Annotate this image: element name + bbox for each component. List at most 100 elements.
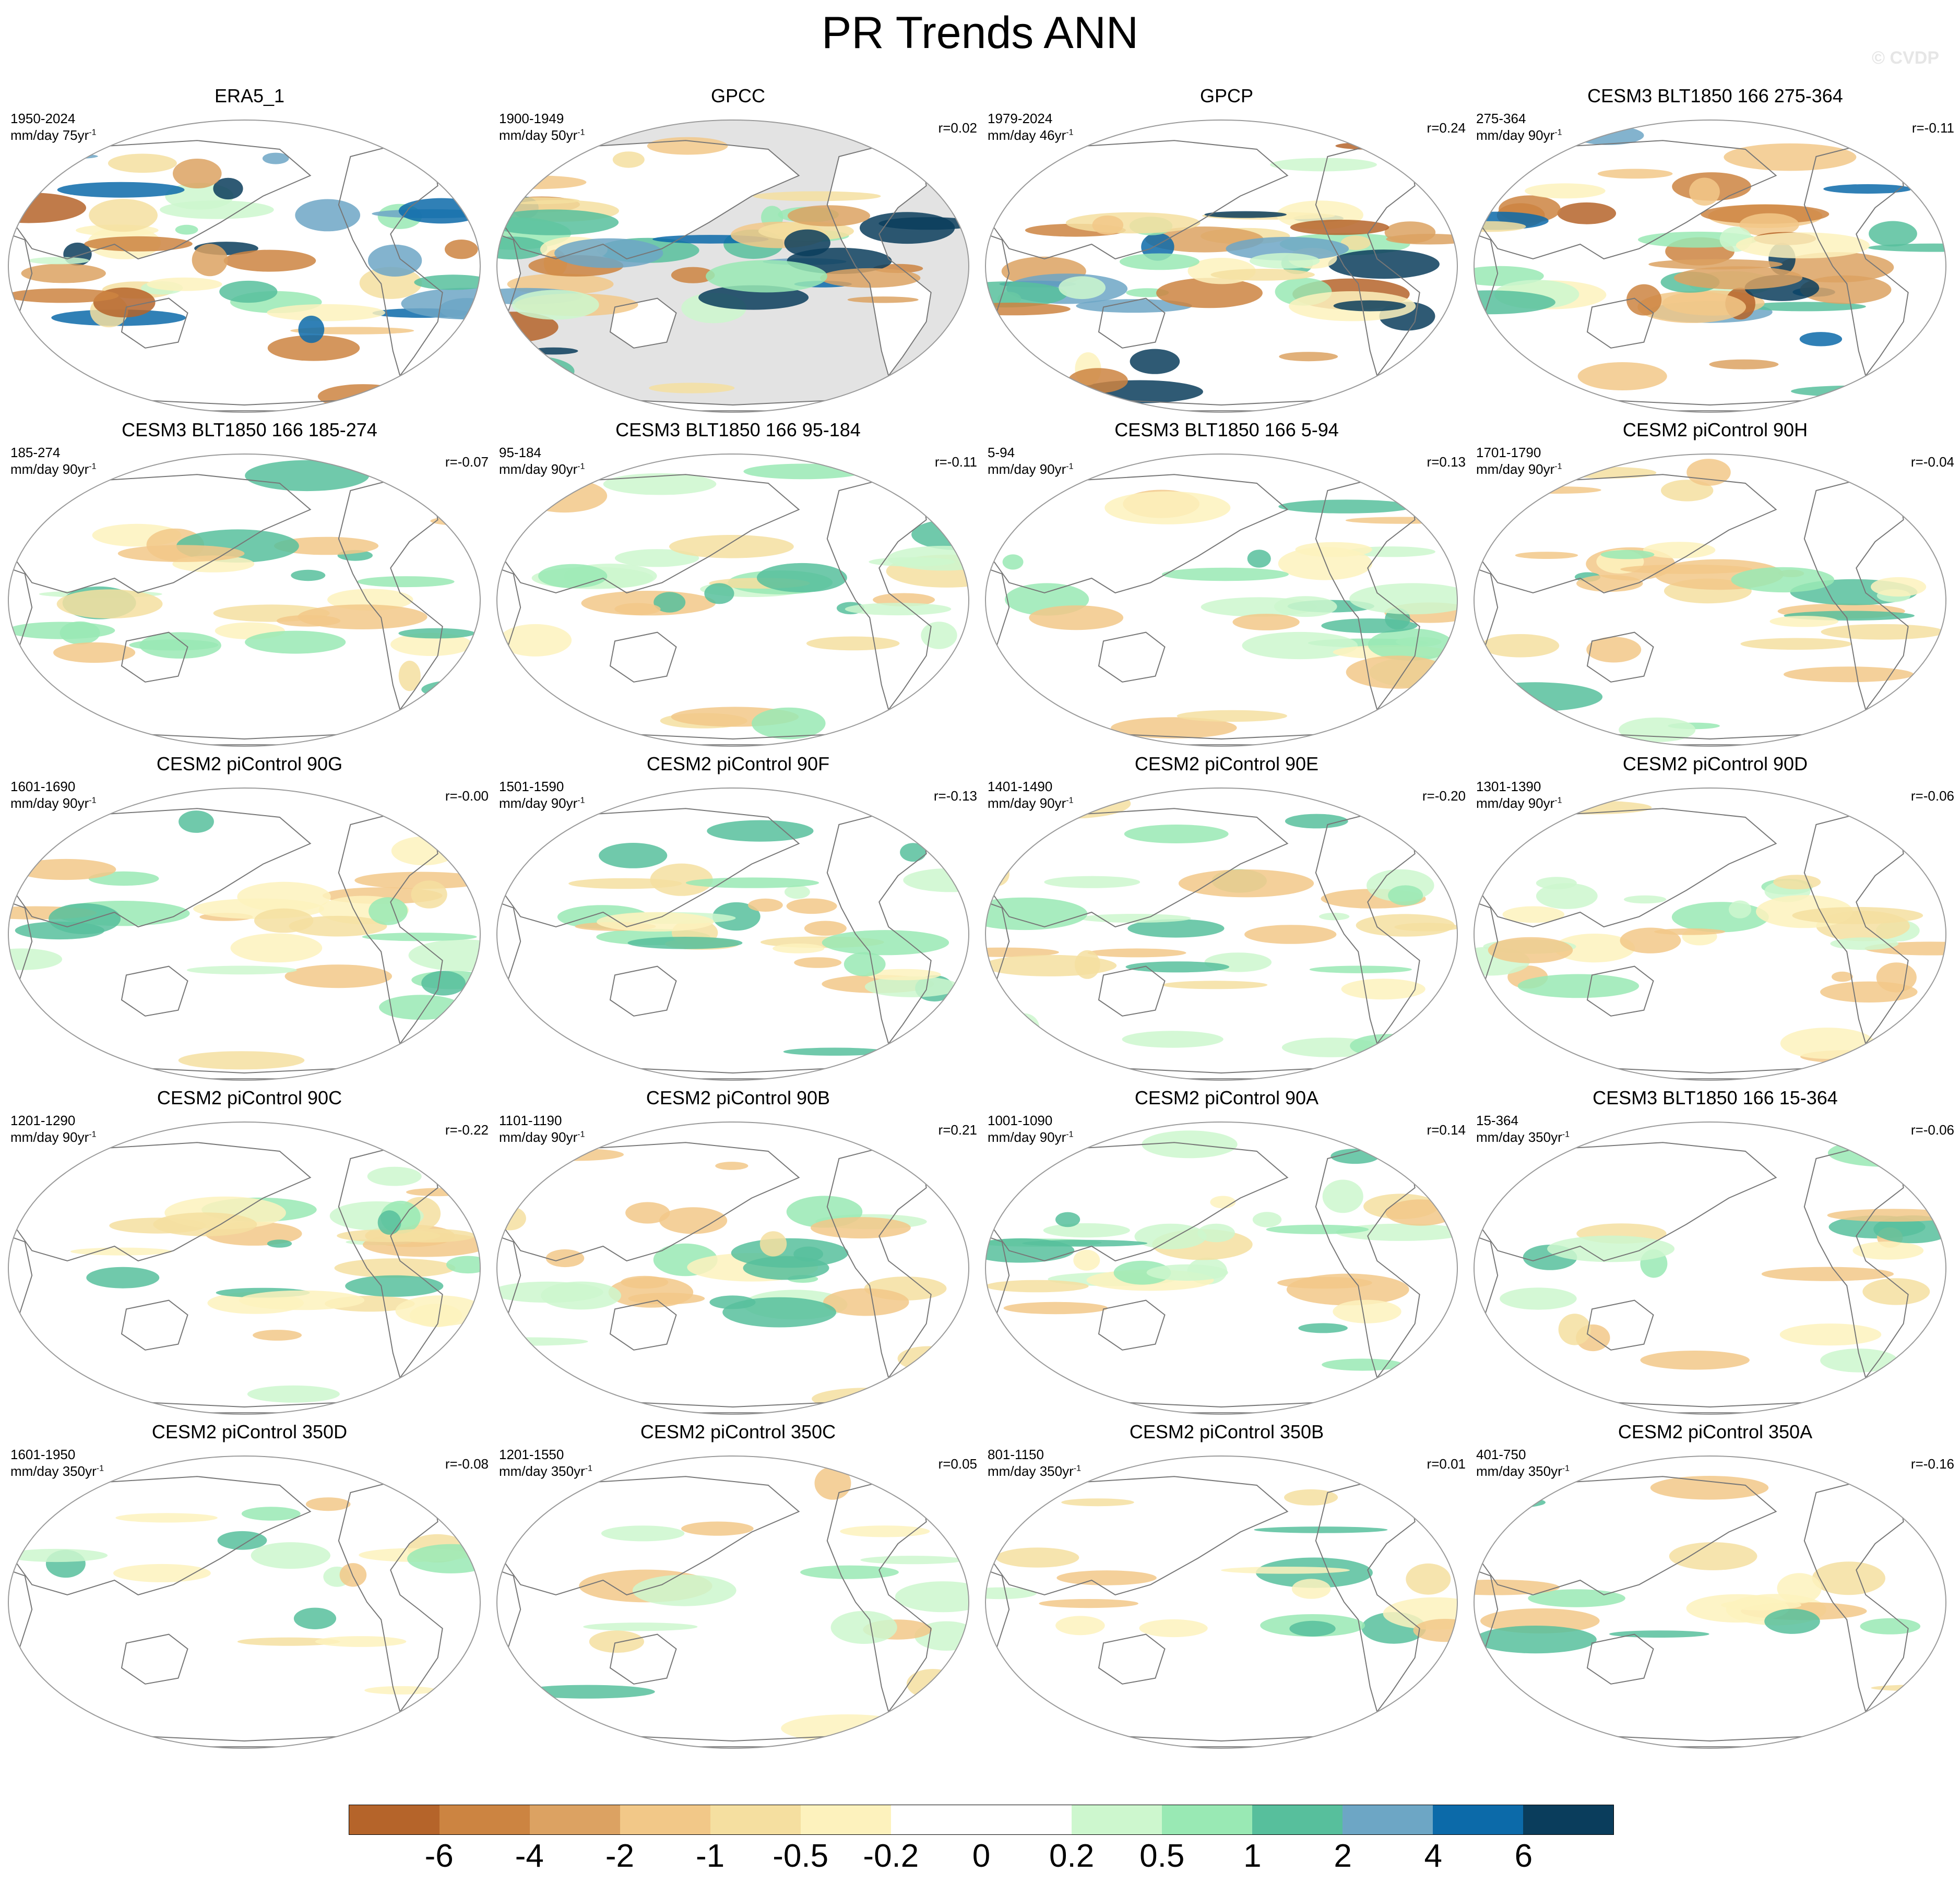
trend-anomaly-patch [1536, 877, 1577, 890]
units-exponent: -1 [1073, 1464, 1081, 1473]
coastline [338, 814, 443, 1045]
trend-anomaly-patch [1474, 1626, 1597, 1654]
pattern-correlation: r=-0.11 [934, 454, 977, 470]
trend-anomaly-patch [499, 624, 572, 657]
map-frame [1474, 120, 1946, 413]
units-years: 46 [1039, 127, 1055, 143]
trend-anomaly-patch [8, 948, 63, 970]
map-panel: CESM3 BLT1850 166 275-364 275-364 mm/day 9… [1471, 83, 1959, 417]
coastline [989, 808, 1289, 928]
map-panel: CESM3 BLT1850 166 15-364 15-364 mm/day 350… [1471, 1085, 1959, 1419]
trend-anomaly-patch [902, 1359, 969, 1392]
pattern-correlation: r=0.21 [938, 1122, 977, 1138]
trend-anomaly-patch [1728, 900, 1752, 918]
panel-units: mm/day 46yr-1 [988, 127, 1074, 144]
trend-anomaly-patch [669, 535, 794, 558]
coastline [121, 631, 188, 683]
units-exponent: -1 [1066, 128, 1074, 137]
trend-anomaly-patch [823, 1288, 909, 1316]
trend-anomaly-patch [748, 898, 783, 912]
map-panel: CESM3 BLT1850 166 5-94 5-94 mm/day 90yr-1 r… [982, 417, 1471, 751]
coastline [451, 465, 480, 499]
panel-title: CESM2 piControl 90B [646, 1087, 830, 1108]
coastline [451, 1467, 480, 1501]
trend-anomaly-patch [1827, 1139, 1946, 1167]
map-frame [496, 1122, 969, 1415]
units-exponent: -1 [585, 1464, 592, 1473]
units-base: mm/day [1476, 795, 1525, 811]
colorbar-label: -4 [515, 1838, 544, 1874]
trend-anomaly-patch [446, 494, 473, 513]
coastline [985, 567, 1010, 657]
trend-anomaly-patch [298, 315, 325, 343]
panel-title: CESM2 piControl 90F [646, 753, 830, 774]
panel-title: CESM2 piControl 350B [1129, 1421, 1324, 1442]
units-exponent: -1 [89, 1130, 97, 1139]
coastline [1315, 1148, 1420, 1379]
units-suffix: yr [1054, 1129, 1066, 1145]
coastline [1474, 901, 1499, 991]
units-years: 50 [551, 127, 566, 143]
trend-anomaly-patch [1029, 605, 1124, 630]
trend-anomaly-patch [878, 217, 969, 230]
trend-anomaly-patch [1341, 979, 1426, 1000]
map-frame [985, 454, 1458, 747]
pattern-correlation: r=-0.06 [1910, 1122, 1954, 1138]
trend-anomaly-patch [147, 277, 222, 291]
trend-anomaly-patch [649, 383, 735, 393]
coastline [940, 131, 969, 165]
trend-anomaly-patch [173, 159, 222, 188]
colorbar-label: -0.5 [773, 1838, 829, 1874]
coastline [985, 1569, 1010, 1659]
panel-period: 95-184 [499, 445, 541, 460]
trend-anomaly-patch [56, 589, 163, 619]
coastline [826, 146, 932, 377]
panel-period: 1301-1390 [1476, 779, 1541, 794]
units-exponent: -1 [1562, 1464, 1570, 1473]
coastline [1098, 297, 1166, 349]
coastline [501, 1476, 800, 1596]
units-suffix: yr [77, 127, 89, 143]
coastline [497, 1235, 521, 1325]
coastline [1803, 1482, 1909, 1713]
trend-anomaly-patch [1800, 275, 1892, 304]
trend-anomaly-patch [1792, 906, 1923, 924]
trend-anomaly-patch [1791, 385, 1922, 397]
coastline [940, 465, 969, 499]
colorbar-label: 1 [1243, 1838, 1262, 1874]
trend-anomaly-patch [820, 268, 921, 288]
pattern-correlation: r=0.01 [1427, 1456, 1466, 1472]
trend-anomaly-patch [1873, 1215, 1946, 1244]
units-exponent: -1 [1066, 796, 1074, 805]
colorbar-swatch [1072, 1805, 1162, 1834]
panel-units: mm/day 350yr-1 [988, 1463, 1081, 1480]
trend-anomaly-patch [1322, 1179, 1363, 1213]
units-years: 90 [1039, 1129, 1055, 1145]
map-panel: ERA5_1 1950-2024 mm/day 75yr-1 [5, 83, 494, 417]
map-panel: CESM2 piControl 90D 1301-1390 mm/day 90yr-… [1471, 751, 1959, 1085]
trend-anomaly-patch [599, 843, 668, 868]
units-base: mm/day [988, 1463, 1036, 1479]
precipitation-trend-map [1474, 788, 1946, 1081]
trend-anomaly-patch [1333, 300, 1406, 312]
coastline [12, 1476, 312, 1596]
panel-title: CESM3 BLT1850 166 185-274 [122, 419, 377, 440]
panel-period: 1701-1790 [1476, 445, 1541, 460]
panel-units: mm/day 90yr-1 [10, 795, 97, 812]
units-base: mm/day [499, 461, 548, 477]
coastline [1803, 480, 1909, 711]
trend-anomaly-patch [1779, 252, 1894, 283]
coastline [1315, 814, 1420, 1045]
trend-anomaly-patch [1512, 486, 1601, 494]
trend-anomaly-patch [439, 298, 480, 320]
trend-anomaly-patch [1210, 269, 1315, 281]
trend-anomaly-patch [1820, 1349, 1898, 1373]
coastline [1474, 233, 1499, 323]
trend-anomaly-patch [1761, 1267, 1894, 1281]
trend-anomaly-patch [1156, 278, 1263, 308]
trend-anomaly-patch [407, 1544, 480, 1573]
map-frame [1474, 1122, 1946, 1415]
colorbar-swatch [349, 1805, 439, 1834]
map-frame [496, 1455, 969, 1749]
trend-anomaly-patch [1345, 517, 1457, 524]
